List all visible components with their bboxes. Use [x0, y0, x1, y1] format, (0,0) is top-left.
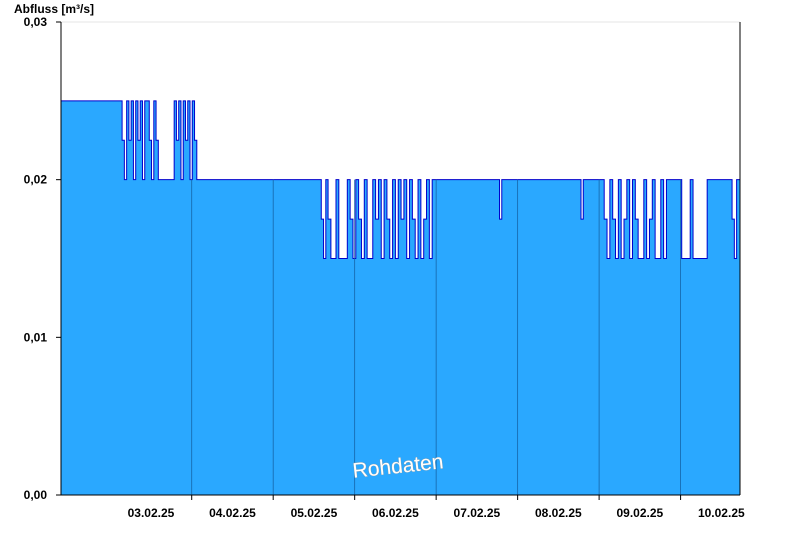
y-axis-label: Abfluss [m³/s]	[14, 2, 94, 16]
x-tick-label: 06.02.25	[372, 506, 419, 520]
x-ticks: 03.02.25 04.02.25 05.02.25 06.02.25 07.02.25…	[128, 495, 745, 520]
x-tick-label: 05.02.25	[291, 506, 338, 520]
x-tick-label: 07.02.25	[454, 506, 501, 520]
y-ticks: 0,00 0,01 0,02 0,03	[24, 15, 61, 502]
plot-area	[61, 21, 740, 495]
x-tick-label: 03.02.25	[128, 506, 175, 520]
series-area	[61, 100, 740, 495]
x-tick-label: 09.02.25	[616, 506, 663, 520]
x-tick-label: 04.02.25	[209, 506, 256, 520]
y-tick-label: 0,00	[24, 488, 48, 502]
y-tick-label: 0,03	[24, 15, 48, 29]
day-lines	[191, 179, 681, 495]
y-tick-label: 0,01	[24, 330, 48, 344]
axes	[60, 22, 741, 496]
y-tick-label: 0,02	[24, 173, 48, 187]
series-line	[61, 100, 740, 259]
x-tick-label: 08.02.25	[535, 506, 582, 520]
x-tick-label: 10.02.25	[698, 506, 745, 520]
